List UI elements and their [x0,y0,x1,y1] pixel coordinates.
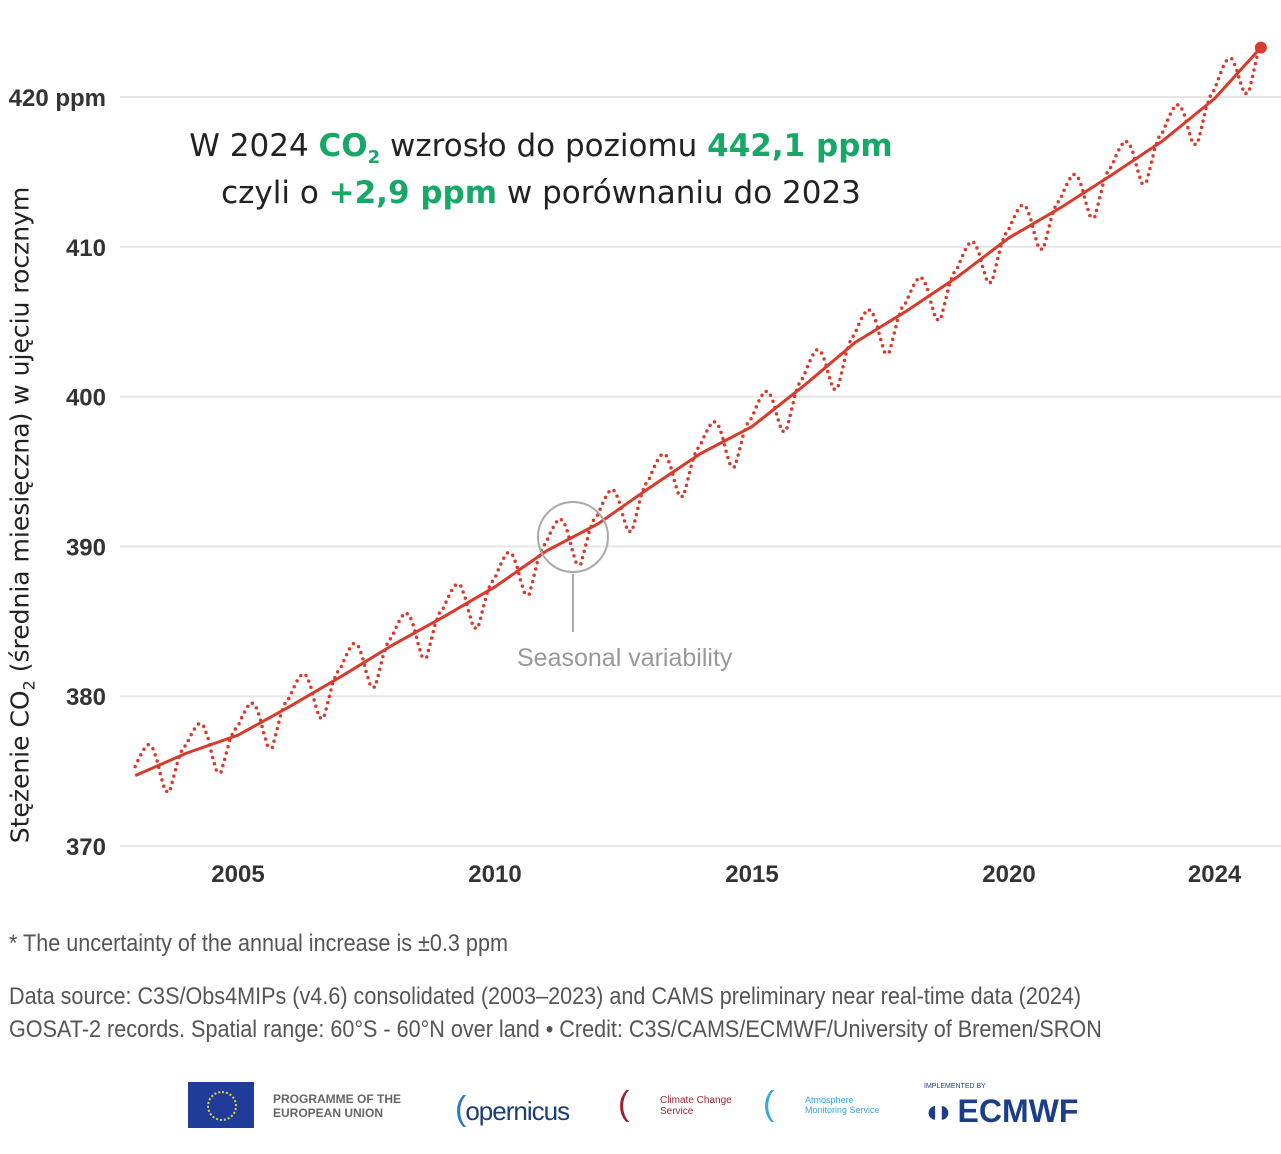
c3s-text: Climate Change Service [660,1095,732,1117]
chart-title-line1: W 2024 CO2 wzrosło do poziomu 442,1 ppm [0,128,1082,168]
y-tick-label: 390 [66,534,106,561]
copernicus-text: opernicus [465,1096,570,1126]
ylabel-sub: 2 [19,680,39,691]
y-tick-label: 400 [66,385,106,412]
x-tick-label: 2020 [982,861,1035,888]
cams-logo: (Atmosphere Monitoring Service [763,1085,880,1124]
x-tick-label: 2024 [1188,861,1242,888]
annotation-label: Seasonal variability [517,644,733,672]
x-tick-label: 2005 [211,861,264,888]
ylabel-text: (średnia miesięczna) w ujęciu rocznym [5,186,35,681]
annotation-circle [537,501,609,573]
cams-text: Atmosphere Monitoring Service [805,1095,880,1115]
y-axis-label: Stężenie CO2 (średnia miesięczna) w ujęc… [6,187,39,843]
ecmwf-logo: ◖◗ ECMWF [922,1093,1078,1130]
y-tick-label: 420 ppm [9,85,106,112]
title-text: wzrosło do poziomu [380,128,708,164]
ecmwf-implemented-by: IMPLEMENTED BY [924,1083,986,1090]
title-value: 442,1 ppm [707,128,893,164]
title-co2-sub: 2 [367,147,381,169]
ecmwf-text: ECMWF [957,1093,1079,1129]
c3s-logo: (Climate Change Service [618,1085,732,1124]
y-tick-label: 410 [66,235,106,262]
title-text: w porównaniu do 2023 [497,175,861,211]
x-tick-label: 2015 [725,861,778,888]
title-co2: CO [318,128,368,164]
data-source-line1: Data source: C3S/Obs4MIPs (v4.6) consoli… [9,983,1082,1010]
chart-title-line2: czyli o +2,9 ppm w porównaniu do 2023 [0,175,1082,211]
y-tick-label: 380 [66,684,106,711]
title-increase: +2,9 ppm [328,175,498,211]
x-tick-label: 2010 [468,861,521,888]
monthly-series-line [133,52,1260,795]
ylabel-text: Stężenie CO [5,690,35,844]
ecmwf-symbol-icon: ◖◗ [922,1093,955,1129]
title-text: czyli o [221,175,329,211]
eu-programme-text: PROGRAMME OF THE EUROPEAN UNION [273,1092,401,1120]
data-source-line2: GOSAT-2 records. Spatial range: 60°S - 6… [9,1016,1102,1043]
trend-series-line [134,46,1262,777]
eu-flag-logo [188,1082,254,1128]
footnote: * The uncertainty of the annual increase… [9,930,508,957]
end-point-marker [1254,41,1267,54]
y-tick-label: 370 [66,834,106,861]
title-text: W 2024 [189,128,319,164]
copernicus-logo: (opernicus [455,1090,570,1128]
